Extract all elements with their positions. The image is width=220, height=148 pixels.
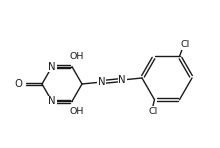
Text: Cl: Cl: [181, 40, 190, 49]
Text: N: N: [118, 75, 126, 85]
Text: Cl: Cl: [149, 107, 158, 116]
Text: OH: OH: [70, 107, 84, 116]
Text: N: N: [48, 62, 56, 72]
Text: N: N: [48, 96, 56, 106]
Text: N: N: [98, 77, 106, 87]
Text: O: O: [14, 79, 22, 89]
Text: OH: OH: [70, 52, 84, 61]
